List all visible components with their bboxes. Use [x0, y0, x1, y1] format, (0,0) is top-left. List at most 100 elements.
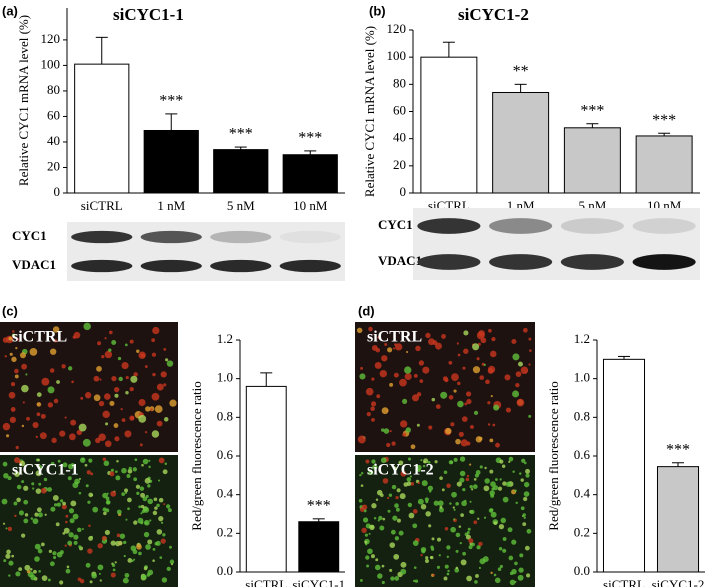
- fluorescence-spot: [515, 501, 518, 505]
- fluorescence-spot: [40, 413, 46, 419]
- fluorescence-spot: [141, 574, 147, 580]
- fluorescence-spot: [138, 505, 142, 509]
- fluorescence-spot: [493, 404, 500, 411]
- fluorescence-spot: [462, 366, 466, 370]
- fluorescence-spot: [493, 521, 498, 525]
- fluorescence-spot: [152, 559, 155, 562]
- blot-band: [632, 218, 696, 234]
- fluorescence-spot: [468, 538, 474, 544]
- fluorescence-spot: [126, 474, 131, 478]
- fluorescence-spot: [528, 337, 532, 341]
- y-tick-label: 40: [393, 130, 406, 145]
- fluorescence-spot: [8, 391, 16, 399]
- fluorescence-spot: [44, 513, 47, 516]
- y-tick-label: 0.8: [217, 408, 233, 423]
- fluorescence-spot: [520, 506, 525, 511]
- fluorescence-spot: [488, 328, 492, 333]
- fluorescence-spot: [396, 488, 401, 493]
- fluorescence-spot: [129, 339, 134, 344]
- fluorescence-spot: [374, 362, 382, 369]
- fluorescence-spot: [415, 345, 421, 352]
- y-tick-label: 1.2: [217, 331, 233, 346]
- fluorescence-spot: [62, 462, 68, 468]
- fluorescence-spot: [499, 478, 502, 481]
- fluorescence-spot: [441, 488, 445, 492]
- fluorescence-spot: [145, 494, 149, 499]
- fluorescence-spot: [468, 545, 473, 550]
- fluorescence-spot: [139, 486, 145, 491]
- fluorescence-spot: [405, 427, 411, 433]
- fluorescence-spot: [399, 493, 406, 500]
- fluorescence-spot: [519, 553, 524, 558]
- fluorescence-spot: [444, 526, 449, 531]
- fluorescence-spot: [11, 554, 15, 558]
- fluorescence-spot: [443, 576, 448, 581]
- fluorescence-spot: [53, 398, 59, 404]
- fluorescence-spot: [487, 367, 494, 374]
- fluorescence-spot: [21, 480, 25, 484]
- y-axis-label: Relative CYC1 mRNA level (%): [16, 15, 31, 186]
- fluorescence-spot: [499, 459, 504, 464]
- fluorescence-spot: [89, 580, 93, 584]
- fluorescence-spot: [495, 442, 500, 448]
- fluorescence-spot: [446, 483, 451, 489]
- fluorescence-spot: [389, 542, 396, 548]
- fluorescence-spot: [125, 375, 129, 380]
- fluorescence-spot: [509, 571, 514, 576]
- fluorescence-spot: [398, 460, 404, 466]
- fluorescence-spot: [381, 355, 388, 362]
- fluorescence-spot: [383, 428, 390, 434]
- fluorescence-spot: [113, 386, 120, 393]
- fluorescence-spot: [38, 570, 41, 573]
- fluorescence-spot: [146, 573, 151, 577]
- fluorescence-spot: [456, 342, 459, 345]
- fluorescence-spot: [498, 546, 503, 551]
- fluorescence-spot: [417, 481, 421, 485]
- fluorescence-spot: [528, 414, 532, 418]
- fluorescence-spot: [476, 357, 480, 361]
- fluorescence-spot: [479, 558, 486, 565]
- fluorescence-spot: [93, 394, 101, 402]
- fluorescence-spot: [102, 410, 110, 419]
- image-label: siCTRL: [12, 329, 67, 346]
- fluorescence-spot: [37, 458, 40, 462]
- fluorescence-spot: [60, 499, 64, 503]
- panel-letter: (a): [2, 3, 18, 18]
- fluorescence-spot: [519, 472, 522, 475]
- fluorescence-spot: [15, 571, 21, 577]
- fluorescence-spot: [473, 478, 477, 481]
- fluorescence-spot: [393, 466, 398, 471]
- fluorescence-spot: [169, 399, 177, 407]
- fluorescence-spot: [437, 500, 444, 507]
- fluorescence-spot: [360, 366, 364, 370]
- fluorescence-spot: [438, 507, 444, 513]
- fluorescence-spot: [110, 490, 117, 497]
- fluorescence-spot: [505, 407, 511, 413]
- bar: [420, 56, 478, 194]
- fluorescence-spot: [358, 498, 363, 503]
- fluorescence-spot: [477, 342, 481, 346]
- bar: [282, 154, 338, 194]
- fluorescence-spot: [143, 566, 148, 571]
- error-bar: [618, 355, 630, 360]
- fluorescence-spot: [133, 477, 138, 482]
- fluorescence-spot: [502, 496, 509, 503]
- fluorescence-spot: [144, 365, 148, 368]
- fluorescence-spot: [158, 457, 165, 464]
- fluorescence-spot: [505, 481, 511, 487]
- fluorescence-spot: [159, 556, 163, 559]
- fluorescence-spot: [359, 373, 366, 380]
- fluorescence-spot: [88, 492, 94, 498]
- fluorescence-spot: [471, 542, 475, 547]
- fluorescence-spot: [413, 373, 418, 378]
- fluorescence-spot: [170, 563, 174, 566]
- fluorescence-spot: [4, 355, 8, 358]
- bar: [74, 63, 130, 194]
- fluorescence-spot: [163, 503, 166, 506]
- x-tick-label: siCYC1-1: [292, 577, 345, 587]
- fluorescence-spot: [108, 330, 113, 335]
- significance-label: ***: [298, 130, 322, 147]
- fluorescence-spot: [466, 575, 473, 582]
- fluorescence-spot: [404, 372, 412, 381]
- fluorescence-spot: [404, 366, 412, 374]
